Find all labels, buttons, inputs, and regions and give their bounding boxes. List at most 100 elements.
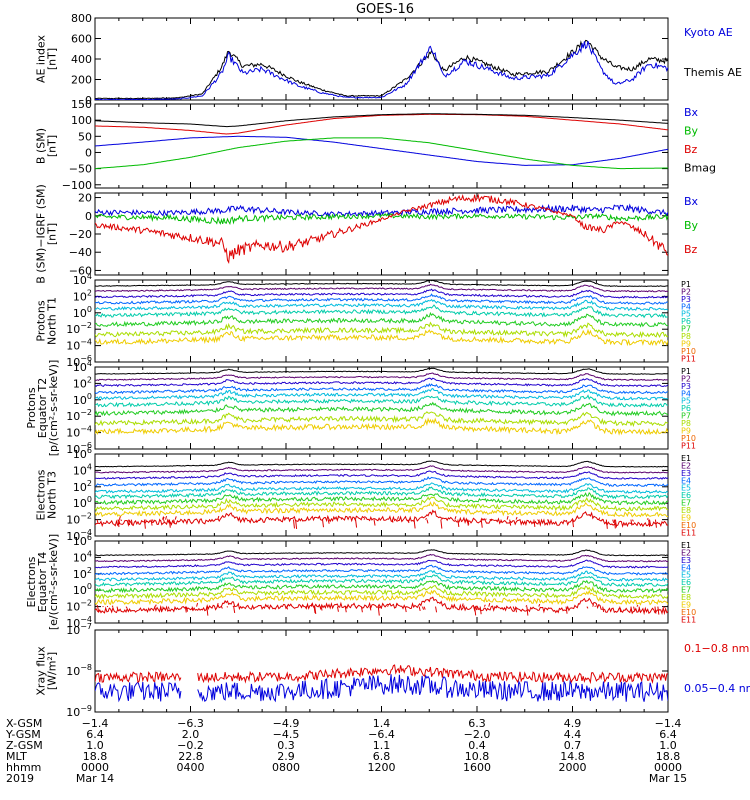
series-line-electrons_t3-E1	[95, 460, 668, 468]
series-spike	[466, 519, 469, 526]
y-tick-label: 102	[73, 288, 92, 303]
series-spike	[206, 606, 209, 616]
y-tick-label: 100	[73, 495, 92, 510]
legend-entry: P5	[681, 310, 691, 319]
y-axis-label: [W/m²]	[46, 652, 59, 690]
x-axis-row-value: 1.0	[86, 739, 104, 752]
x-axis-row-label: 2019	[6, 772, 34, 785]
series-spike	[363, 518, 366, 520]
series-spike	[440, 519, 443, 529]
legend-entry: P5	[681, 397, 691, 406]
y-axis-label: North T3	[46, 471, 59, 519]
series-spike	[369, 606, 372, 611]
series-spike	[633, 606, 636, 611]
series-spike	[457, 519, 460, 528]
series-spike	[654, 519, 657, 528]
legend-entry: Bx	[684, 195, 699, 208]
y-axis-label: [nT]	[46, 135, 59, 157]
y-tick-label: 102	[73, 479, 92, 494]
series-line-protons_t2-P6	[95, 394, 668, 408]
legend-entry: E6	[681, 491, 691, 500]
legend-entry: P2	[681, 287, 691, 296]
series-spike	[292, 519, 295, 529]
series-spike	[612, 519, 615, 523]
series-line-ae-Kyoto-AE	[95, 40, 668, 100]
series-line-electrons_t4-E1	[95, 549, 668, 557]
series-spike	[336, 517, 339, 520]
series-spike	[377, 606, 380, 616]
series-spike	[467, 519, 470, 525]
x-axis-row-value: 6.8	[373, 750, 391, 763]
panel-bigrf: −60 −40 −20 0 20 B (SM)−IGRF (SM)[nT] Bx By Bz	[35, 184, 699, 284]
series-spike	[630, 519, 633, 526]
y-axis-label: B (SM)	[35, 128, 48, 164]
series-spike	[662, 606, 665, 609]
series-spike	[173, 519, 176, 523]
y-tick-label: 50	[78, 130, 92, 143]
x-axis-row-value: 2.0	[182, 728, 200, 741]
series-spike	[413, 519, 416, 529]
series-spike	[118, 516, 121, 520]
series-spike	[160, 606, 163, 612]
legend-entry: P7	[681, 412, 691, 421]
series-spike	[515, 606, 518, 613]
series-spike	[476, 606, 479, 610]
y-tick-label: 10−4	[66, 615, 92, 630]
series-spike	[130, 519, 133, 526]
series-line-electrons_t4-E2	[95, 553, 668, 563]
series-line-protons_t2-P8	[95, 411, 668, 428]
series-spike	[512, 606, 515, 610]
series-line-bsm-Bx	[95, 135, 668, 166]
legend-entry: E9	[681, 513, 691, 522]
series-line-protons_t1-P9	[95, 328, 668, 347]
panel-frame	[94, 279, 669, 363]
series-spike	[654, 606, 657, 614]
x-axis-row-value: 6.3	[468, 717, 486, 730]
series-spike	[117, 519, 120, 528]
series-line-electrons_t4-E5	[95, 569, 668, 582]
panel-frame	[94, 366, 669, 450]
series-line-protons_t2-P9	[95, 417, 668, 436]
series-spike	[322, 519, 325, 528]
series-spike	[286, 606, 289, 610]
series-spike	[395, 602, 398, 607]
series-spike	[344, 606, 347, 613]
y-tick-label: 102	[73, 566, 92, 581]
series-spike	[340, 516, 343, 520]
x-axis-row-value: 0.4	[468, 739, 486, 752]
series-spike	[111, 605, 114, 607]
series-spike	[380, 606, 383, 609]
legend-entry: E8	[681, 593, 691, 602]
legend-entry: Bz	[684, 143, 698, 156]
series-spike	[538, 603, 541, 607]
series-spike	[196, 602, 199, 607]
series-spike	[594, 605, 596, 608]
series-line-electrons_t4-E7	[95, 579, 668, 594]
series-spike	[162, 516, 164, 520]
y-axis-label: Electrons	[35, 469, 48, 520]
panel-bsm: −100 −50 0 50 100 150 B (SM)[nT] Bx By Bz Bmag	[35, 98, 717, 192]
series-spike	[97, 606, 100, 612]
series-spike	[128, 519, 131, 526]
series-spike	[313, 606, 316, 614]
x-axis-row-value: 6.4	[86, 728, 104, 741]
y-tick-label: 10−2	[66, 599, 92, 614]
series-line-bigrf-Bx	[95, 203, 668, 218]
y-tick-label: 0	[85, 94, 92, 107]
y-tick-label: 150	[71, 98, 92, 111]
legend-entry: Bz	[684, 243, 698, 256]
x-axis-row-value: −1.4	[82, 717, 109, 730]
x-axis-row-value: Mar 14	[76, 772, 114, 785]
legend-entry: E11	[681, 615, 696, 624]
series-line-electrons_t4-E9	[95, 589, 668, 606]
y-tick-label: 100	[73, 582, 92, 597]
series-line-protons_t1-P5	[95, 298, 668, 312]
x-axis-row-value: −2.0	[464, 728, 491, 741]
series-spike	[165, 516, 168, 520]
x-axis-row-value: 22.8	[178, 750, 203, 763]
x-axis-row-value: −6.3	[177, 717, 204, 730]
series-spike	[232, 605, 235, 608]
legend-entry: E8	[681, 506, 691, 515]
y-axis-label: Electrons	[25, 556, 38, 607]
series-line-electrons_t3-E4	[95, 476, 668, 487]
